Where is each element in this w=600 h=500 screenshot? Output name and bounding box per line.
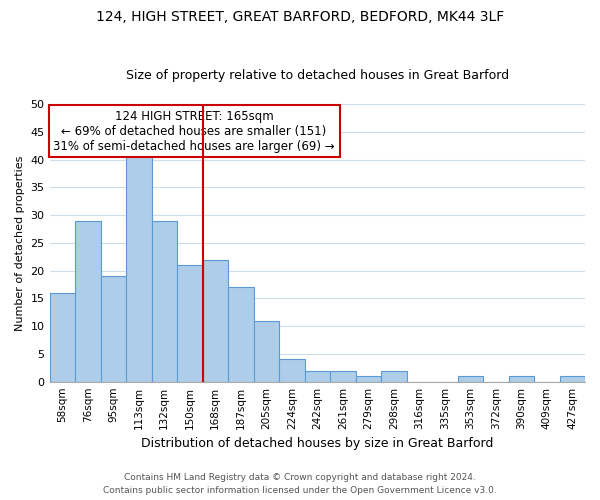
Bar [381,370,407,382]
Text: 124 HIGH STREET: 165sqm
← 69% of detached houses are smaller (151)
31% of semi-d: 124 HIGH STREET: 165sqm ← 69% of detache… [53,110,335,152]
Bar [50,293,75,382]
Bar [177,265,203,382]
Bar [330,370,356,382]
Bar [152,220,177,382]
Bar [305,370,330,382]
Bar [126,154,152,382]
Text: Contains HM Land Registry data © Crown copyright and database right 2024.
Contai: Contains HM Land Registry data © Crown c… [103,474,497,495]
Title: Size of property relative to detached houses in Great Barford: Size of property relative to detached ho… [126,69,509,82]
Bar [228,288,254,382]
Bar [101,276,126,382]
Bar [75,220,101,382]
Text: 124, HIGH STREET, GREAT BARFORD, BEDFORD, MK44 3LF: 124, HIGH STREET, GREAT BARFORD, BEDFORD… [96,10,504,24]
Bar [279,360,305,382]
Bar [254,320,279,382]
Bar [509,376,534,382]
X-axis label: Distribution of detached houses by size in Great Barford: Distribution of detached houses by size … [141,437,493,450]
Bar [203,260,228,382]
Bar [356,376,381,382]
Bar [560,376,585,382]
Bar [458,376,483,382]
Y-axis label: Number of detached properties: Number of detached properties [15,155,25,330]
